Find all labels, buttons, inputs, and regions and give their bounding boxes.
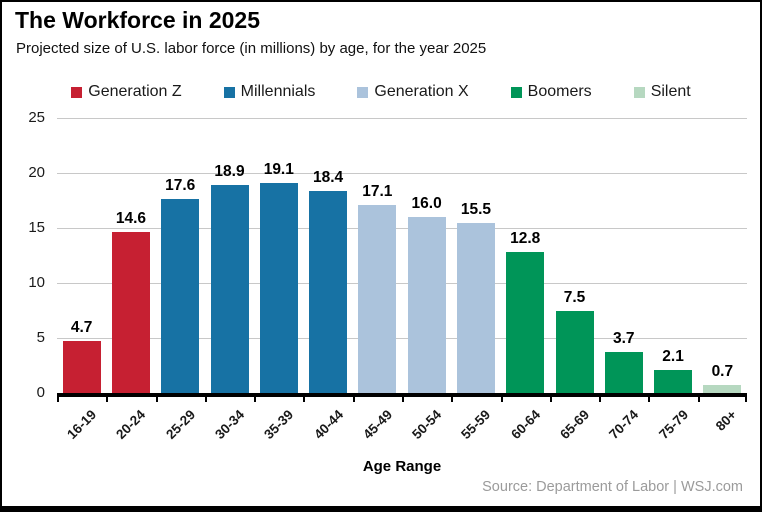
legend-swatch-silent	[633, 86, 645, 98]
x-axis-tick-6	[352, 393, 355, 402]
x-tick-label-80+: 80+	[713, 407, 740, 434]
x-axis-tick-11	[599, 393, 602, 402]
chart-subtitle: Projected size of U.S. labor force (in m…	[16, 40, 487, 57]
x-axis-tick-5	[303, 393, 306, 402]
legend-item-silent: Silent	[633, 83, 691, 101]
bar-25-29	[161, 199, 200, 393]
x-axis-title: Age Range	[362, 458, 442, 475]
x-axis-tick-0	[57, 393, 59, 402]
gridline-15	[57, 227, 747, 229]
x-axis-tick-14	[745, 393, 747, 402]
bar-55-59	[456, 222, 495, 393]
x-tick-label-65-69: 65-69	[557, 407, 593, 443]
bar-70-74	[604, 352, 643, 393]
y-tick-label-5: 5	[36, 329, 45, 346]
bar-value-20-24: 14.6	[115, 210, 147, 228]
y-tick-label-10: 10	[28, 274, 45, 291]
x-tick-label-40-44: 40-44	[310, 407, 346, 443]
y-tick-label-25: 25	[28, 109, 45, 126]
bar-16-19	[62, 341, 101, 393]
x-tick-label-35-39: 35-39	[261, 407, 297, 443]
bar-60-64	[506, 252, 545, 393]
x-axis-tick-3	[204, 393, 207, 402]
bar-value-60-64: 12.8	[510, 230, 541, 248]
x-axis-tick-1	[106, 393, 109, 402]
x-tick-label-45-49: 45-49	[359, 407, 395, 443]
x-tick-label-50-54: 50-54	[409, 407, 445, 443]
bar-value-30-34: 18.9	[214, 163, 245, 181]
bar-75-79	[654, 369, 693, 393]
x-axis-line	[57, 393, 747, 397]
legend-label-boomers: Boomers	[527, 83, 592, 100]
bar-20-24	[111, 232, 150, 393]
x-axis-tick-9	[500, 393, 503, 402]
x-axis-tick-10	[549, 393, 552, 402]
legend: Generation Z Millennials Generation X Boome…	[2, 83, 760, 101]
x-axis-tick-4	[254, 393, 257, 402]
legend-item-boomers: Boomers	[510, 83, 592, 101]
y-tick-label-20: 20	[28, 164, 45, 181]
x-tick-label-16-19: 16-19	[64, 407, 100, 443]
bar-80+	[703, 385, 742, 393]
x-tick-label-30-34: 30-34	[212, 407, 248, 443]
x-tick-label-75-79: 75-79	[655, 407, 691, 443]
y-tick-label-0: 0	[36, 384, 45, 401]
legend-label-silent: Silent	[650, 83, 691, 100]
x-axis-tick-2	[155, 393, 158, 402]
x-tick-label-55-59: 55-59	[458, 407, 494, 443]
bar-30-34	[210, 185, 249, 393]
bar-value-16-19: 4.7	[70, 319, 93, 337]
bar-value-55-59: 15.5	[460, 200, 492, 218]
bar-value-75-79: 2.1	[662, 347, 684, 365]
gridline-10	[57, 282, 747, 284]
gridline-20	[57, 172, 747, 174]
source-credit: Source: Department of Labor | WSJ.com	[482, 479, 743, 495]
y-tick-label-15: 15	[28, 219, 45, 236]
legend-label-genz: Generation Z	[88, 83, 182, 100]
bar-50-54	[407, 217, 446, 393]
bar-value-35-39: 19.1	[263, 160, 294, 178]
x-tick-label-25-29: 25-29	[162, 407, 198, 443]
legend-swatch-genx	[357, 86, 369, 98]
legend-swatch-genz	[71, 86, 83, 98]
legend-swatch-boomers	[510, 86, 522, 98]
x-tick-label-70-74: 70-74	[606, 407, 642, 443]
x-axis-tick-7	[402, 393, 404, 402]
bar-value-50-54: 16.0	[411, 195, 442, 212]
legend-label-millennials: Millennials	[240, 83, 316, 100]
legend-item-millennials: Millennials	[223, 83, 316, 101]
x-axis-tick-12	[648, 393, 651, 402]
gridline-25	[57, 117, 747, 119]
x-tick-label-60-64: 60-64	[507, 407, 543, 443]
bar-value-70-74: 3.7	[613, 330, 635, 348]
legend-item-genz: Generation Z	[71, 83, 182, 101]
bar-45-49	[358, 204, 397, 393]
x-axis-tick-8	[451, 393, 454, 402]
plot-area: 0 5 10 15 20 25 4.7 16-19 14.6 20-24 17.6 25-29 18.9…	[28, 109, 747, 442]
page-title: The Workforce in 2025	[15, 7, 260, 33]
bar-40-44	[309, 190, 348, 393]
legend-swatch-millennials	[223, 86, 235, 98]
x-tick-label-20-24: 20-24	[113, 407, 149, 443]
bar-value-80+: 0.7	[711, 363, 734, 381]
bar-35-39	[259, 182, 298, 393]
legend-item-genx: Generation X	[357, 83, 469, 101]
bar-65-69	[555, 310, 594, 393]
bar-value-65-69: 7.5	[563, 288, 586, 306]
legend-label-genx: Generation X	[374, 83, 469, 100]
bar-value-40-44: 18.4	[312, 168, 344, 186]
gridline-5	[57, 337, 747, 339]
bar-value-25-29: 17.6	[165, 177, 196, 195]
x-axis-tick-13	[697, 393, 700, 402]
bar-value-45-49: 17.1	[362, 182, 393, 200]
